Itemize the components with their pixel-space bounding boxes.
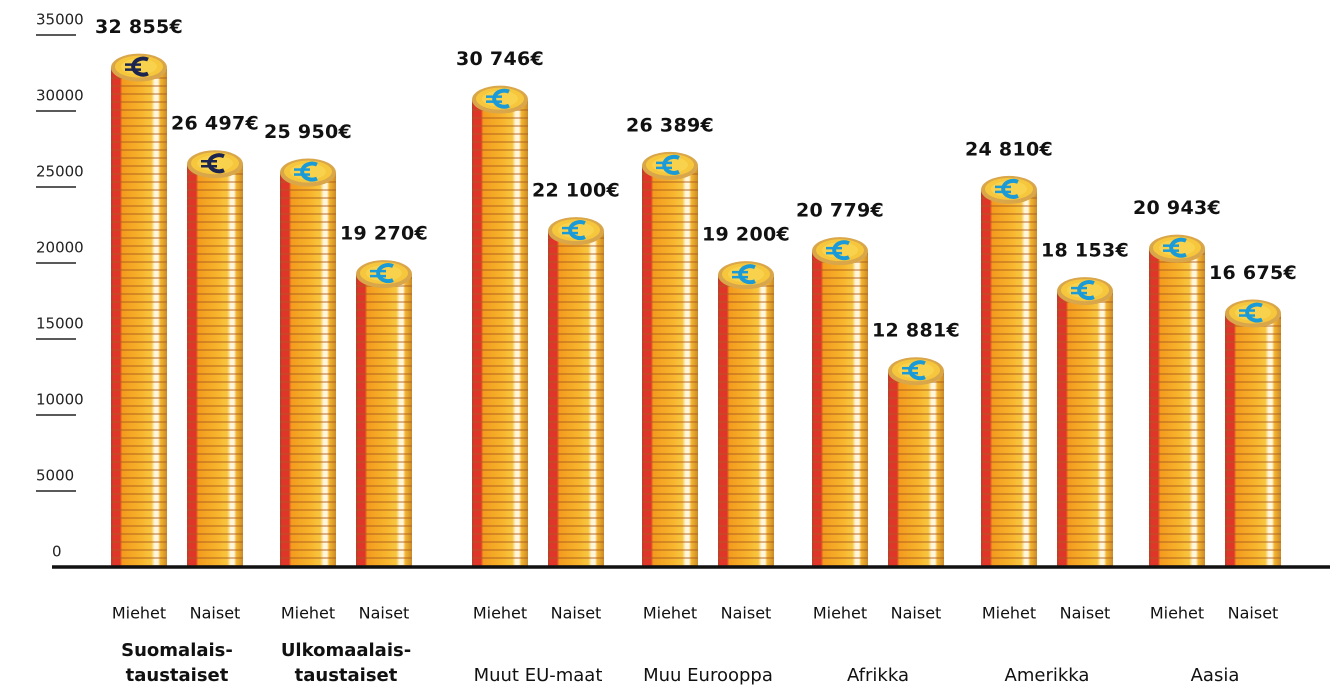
value-label: 16 675€ [1209,262,1297,284]
y-tick-label: 5000 [36,467,74,485]
category-label: Amerikka [1005,665,1090,686]
coin-top [888,357,944,386]
category-label: Suomalais- [121,640,233,661]
coin-top [472,85,528,114]
series-label: Miehet [281,604,335,623]
bar-stripes [187,164,243,567]
value-label: 25 950€ [264,121,352,143]
series-label: Naiset [359,604,410,623]
coin-top [812,237,868,266]
coin-top [981,175,1037,204]
euro-icon [738,264,756,285]
coin-top [548,217,604,246]
bar-stripes [472,99,528,567]
coin-top [187,150,243,179]
coin-top [280,158,336,187]
euro-icon [492,88,510,109]
series-label: Miehet [473,604,527,623]
y-tick-label: 35000 [36,11,84,29]
series-label: Miehet [643,604,697,623]
y-tick-label: 0 [52,543,62,561]
value-label: 24 810€ [965,138,1053,160]
coin-top [1225,299,1281,328]
bar-stripes [1057,291,1113,567]
y-tick-label: 10000 [36,391,84,409]
euro-icon [376,263,394,284]
series-label: Miehet [982,604,1036,623]
coin-top [1057,277,1113,306]
euro-icon [908,360,926,381]
euro-icon [832,240,850,261]
series-label: Naiset [891,604,942,623]
bar-stripes [642,165,698,567]
value-label: 12 881€ [872,320,960,342]
value-label: 30 746€ [456,48,544,70]
euro-icon [1245,302,1263,323]
coin-top [718,261,774,290]
series-label: Naiset [1228,604,1279,623]
category-label: Muut EU-maat [474,665,603,686]
coin-top [1149,234,1205,263]
y-tick-label: 30000 [36,87,84,105]
bar-stripes [1149,248,1205,568]
bar-stripes [280,172,336,567]
category-label: Ulkomaalais- [281,640,411,661]
category-label: taustaiset [126,665,229,686]
euro-icon [662,154,680,175]
euro-icon [1077,280,1095,301]
series-label: Miehet [813,604,867,623]
category-label: Muu Eurooppa [643,665,773,686]
bar-stripes [981,189,1037,567]
value-label: 19 270€ [340,223,428,245]
bar-stripes [356,274,412,567]
y-tick-label: 25000 [36,163,84,181]
coin-top [111,53,167,82]
value-label: 20 779€ [796,200,884,222]
euro-icon [131,56,149,77]
euro-icon [568,220,586,241]
euro-icon [1169,237,1187,258]
y-tick-label: 15000 [36,315,84,333]
euro-icon [1001,178,1019,199]
bar-stripes [548,231,604,567]
bar-stripes [812,251,868,568]
y-tick-label: 20000 [36,239,84,257]
bar-stripes [888,371,944,567]
value-label: 32 855€ [95,16,183,38]
euro-icon [207,153,225,174]
coin-top [642,151,698,180]
series-label: Naiset [721,604,772,623]
category-label: taustaiset [295,665,398,686]
value-label: 20 943€ [1133,197,1221,219]
series-label: Naiset [1060,604,1111,623]
value-label: 26 389€ [626,114,714,136]
category-label: Afrikka [847,665,909,686]
bar-stripes [718,275,774,567]
series-label: Miehet [1150,604,1204,623]
series-label: Naiset [190,604,241,623]
value-label: 18 153€ [1041,240,1129,262]
category-label: Aasia [1191,665,1240,686]
series-label: Naiset [551,604,602,623]
value-label: 19 200€ [702,224,790,246]
value-label: 26 497€ [171,113,259,135]
value-label: 22 100€ [532,180,620,202]
bar-stripes [111,67,167,567]
bar-stripes [1225,313,1281,567]
euro-icon [300,161,318,182]
series-label: Miehet [112,604,166,623]
coin-top [356,260,412,289]
